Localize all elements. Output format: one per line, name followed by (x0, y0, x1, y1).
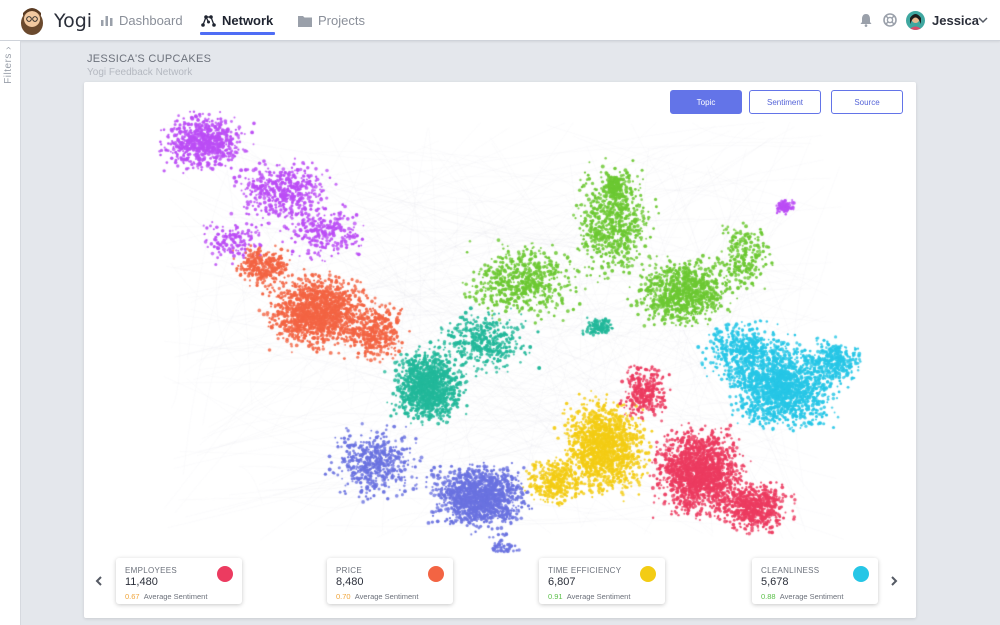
user-name[interactable]: Jessica (932, 13, 979, 28)
bell-icon[interactable] (859, 13, 873, 27)
chevron-left-icon[interactable] (93, 575, 105, 587)
stat-sentiment-label: Average Sentiment (143, 592, 208, 601)
stat-sentiment: 0.70 Average Sentiment (336, 592, 418, 601)
yogi-logo-icon[interactable] (18, 4, 46, 36)
stat-sentiment-label: Average Sentiment (566, 592, 631, 601)
stat-label: TIME EFFICIENCY (548, 566, 622, 575)
sentiment-mode-button[interactable]: Sentiment (749, 90, 821, 114)
nav-projects[interactable]: Projects (298, 13, 365, 28)
user-avatar[interactable] (906, 11, 925, 30)
stat-sentiment-value: 0.91 (548, 592, 563, 601)
stat-sentiment-value: 0.70 (336, 592, 351, 601)
stat-card-time-efficiency[interactable]: TIME EFFICIENCY 6,807 0.91 Average Senti… (539, 558, 665, 604)
nav-network[interactable]: Network (201, 13, 273, 28)
network-card: Topic Sentiment Source EMPLOYEES 11,480 … (84, 82, 916, 618)
folder-icon (298, 15, 312, 27)
filters-rail (0, 41, 21, 625)
filters-label: Filters (3, 53, 14, 84)
chevron-right-icon[interactable] (888, 575, 900, 587)
nav-network-label: Network (222, 13, 274, 28)
topic-mode-button[interactable]: Topic (670, 90, 742, 114)
page-title: JESSICA'S CUPCAKES (87, 53, 212, 65)
stat-sentiment-label: Average Sentiment (354, 592, 419, 601)
stat-sentiment: 0.67 Average Sentiment (125, 592, 207, 601)
stat-card-price[interactable]: PRICE 8,480 0.70 Average Sentiment (327, 558, 453, 604)
network-icon (201, 14, 216, 27)
stat-count: 5,678 (761, 576, 789, 588)
nav-dashboard-label: Dashboard (119, 13, 183, 28)
stat-card-employees[interactable]: EMPLOYEES 11,480 0.67 Average Sentiment (116, 558, 242, 604)
page-subtitle: Yogi Feedback Network (87, 67, 193, 78)
stat-label: PRICE (336, 566, 362, 575)
stat-sentiment-value: 0.88 (761, 592, 776, 601)
nav-dashboard[interactable]: Dashboard (101, 13, 183, 28)
stat-sentiment: 0.91 Average Sentiment (548, 592, 630, 601)
topic-color-dot (853, 566, 869, 582)
stat-count: 6,807 (548, 576, 576, 588)
filters-toggle[interactable]: Filters › (3, 46, 14, 84)
stat-label: EMPLOYEES (125, 566, 178, 575)
topic-color-dot (217, 566, 233, 582)
topic-color-dot (640, 566, 656, 582)
help-lifebuoy-icon[interactable] (883, 13, 897, 27)
stat-sentiment: 0.88 Average Sentiment (761, 592, 843, 601)
source-mode-button[interactable]: Source (831, 90, 903, 114)
stat-card-cleanliness[interactable]: CLEANLINESS 5,678 0.88 Average Sentiment (752, 558, 878, 604)
feedback-network-graph[interactable] (84, 82, 916, 618)
chevron-down-icon: › (3, 46, 14, 50)
chevron-down-icon[interactable] (978, 15, 988, 25)
topic-color-dot (428, 566, 444, 582)
active-nav-indicator (200, 32, 275, 35)
stat-count: 8,480 (336, 576, 364, 588)
brand-name[interactable]: Yogi (54, 10, 93, 32)
stat-label: CLEANLINESS (761, 566, 820, 575)
stat-count: 11,480 (125, 576, 158, 588)
top-bar: Yogi Dashboard Network Projects Jessica (0, 0, 1000, 41)
bar-chart-icon (101, 16, 113, 26)
nav-projects-label: Projects (318, 13, 365, 28)
stat-sentiment-label: Average Sentiment (779, 592, 844, 601)
stat-sentiment-value: 0.67 (125, 592, 140, 601)
